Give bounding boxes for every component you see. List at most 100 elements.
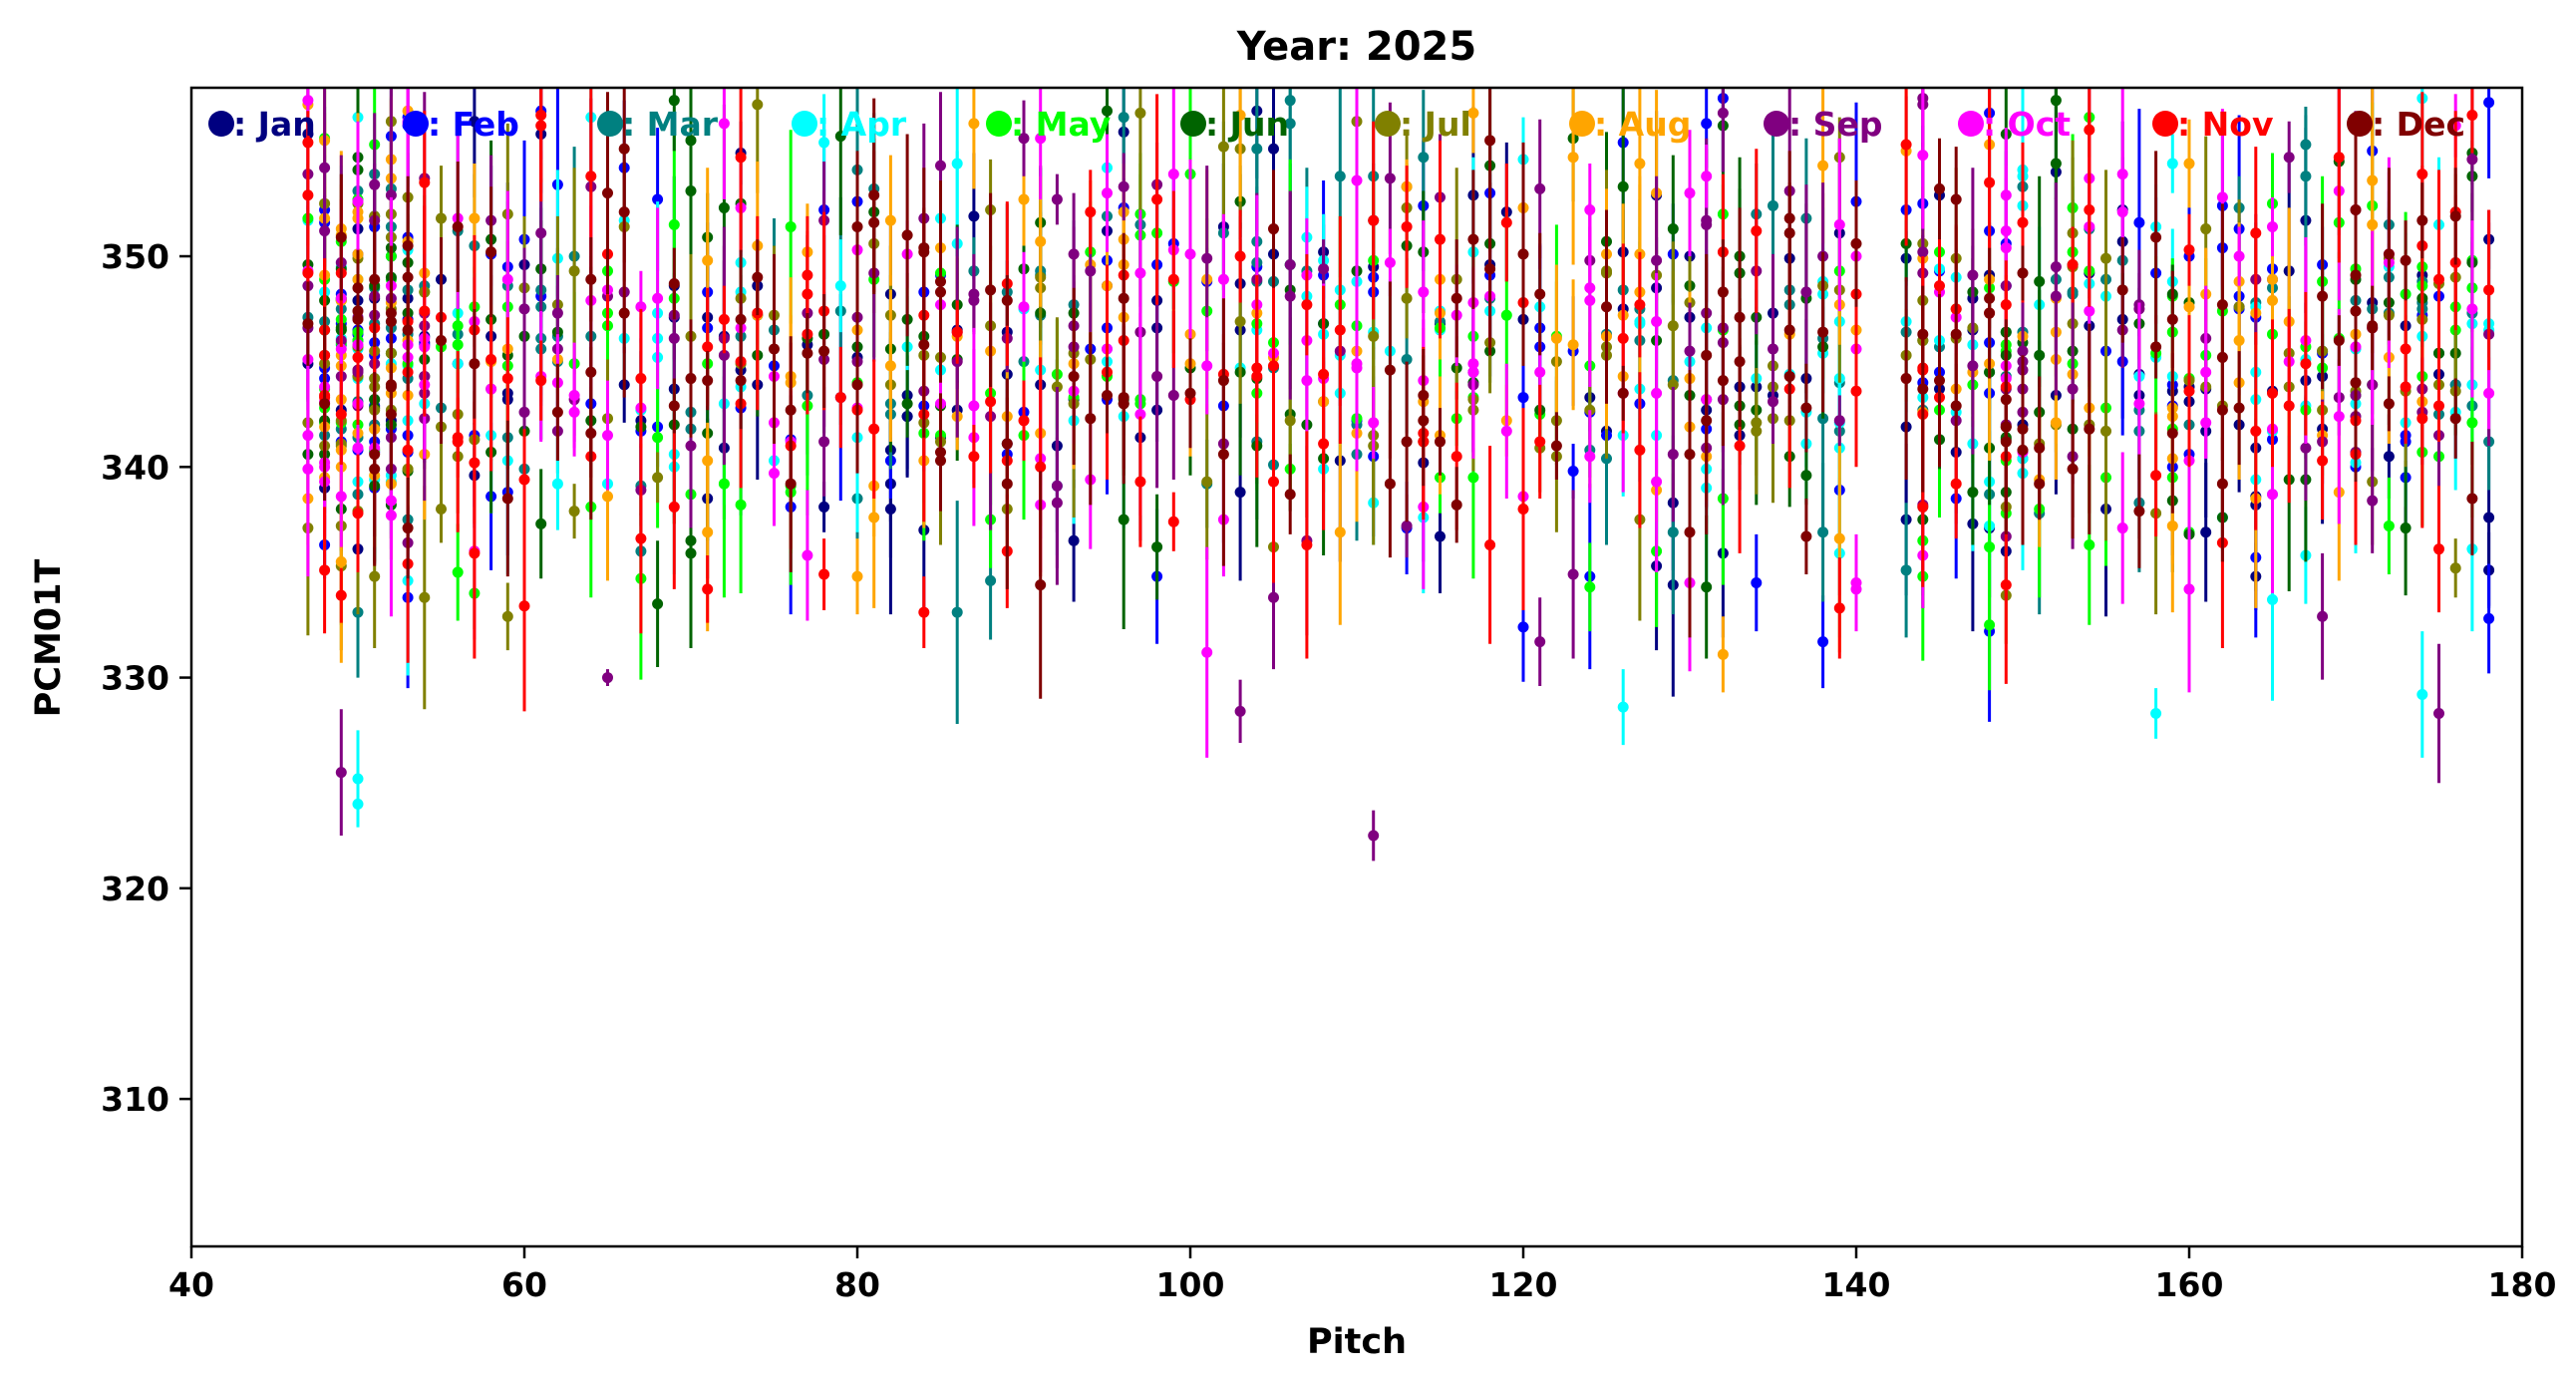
data-point: [602, 430, 613, 442]
data-point: [1118, 112, 1129, 124]
legend-marker: [597, 111, 623, 137]
data-point: [469, 212, 481, 224]
data-point: [568, 506, 580, 518]
data-point: [1917, 150, 1929, 162]
data-point: [1118, 292, 1129, 304]
data-point: [1800, 286, 1812, 298]
data-point: [1217, 141, 1229, 153]
data-point: [1817, 526, 1829, 538]
data-point: [302, 463, 314, 475]
legend-marker: [1958, 111, 1984, 137]
data-point: [402, 522, 414, 534]
legend-marker: [986, 111, 1012, 137]
data-point: [668, 218, 680, 230]
data-point: [1368, 417, 1380, 429]
data-point: [802, 549, 813, 561]
data-point: [469, 358, 481, 370]
data-point: [668, 277, 680, 289]
data-point: [1751, 576, 1763, 588]
data-point: [2216, 191, 2228, 203]
data-point: [2483, 387, 2495, 399]
data-point: [1318, 263, 1330, 275]
data-point: [1384, 478, 1396, 490]
data-point: [1751, 225, 1763, 237]
data-point: [1201, 646, 1213, 658]
data-point: [702, 341, 714, 353]
data-point: [1467, 472, 1479, 484]
data-point: [769, 343, 780, 355]
legend-label: : Apr: [816, 105, 907, 144]
legend-marker: [1180, 111, 1206, 137]
data-point: [518, 474, 530, 486]
data-point: [1450, 451, 1462, 463]
data-point: [2433, 543, 2444, 555]
data-point: [302, 189, 314, 201]
data-point: [2416, 688, 2428, 700]
data-point: [1950, 193, 1962, 205]
data-point: [1368, 214, 1380, 226]
data-point: [968, 210, 980, 222]
data-point: [2200, 223, 2212, 235]
data-point: [1833, 532, 1845, 544]
data-point: [352, 351, 364, 363]
data-point: [436, 504, 447, 516]
data-point: [785, 478, 797, 490]
data-point: [319, 398, 331, 410]
data-point: [834, 392, 846, 404]
data-point: [735, 499, 747, 511]
data-point: [1584, 581, 1596, 593]
data-point: [2183, 301, 2195, 313]
data-point: [968, 451, 980, 463]
data-point: [1783, 324, 1795, 336]
data-point: [518, 406, 530, 418]
data-point: [1217, 273, 1229, 285]
data-point: [618, 307, 630, 319]
data-point: [302, 267, 314, 279]
data-point: [868, 512, 880, 523]
data-point: [2067, 383, 2079, 395]
data-point: [436, 212, 447, 224]
data-point: [352, 773, 364, 785]
data-point: [2067, 258, 2079, 270]
data-point: [1268, 591, 1279, 603]
legend-label: : Sep: [1788, 105, 1882, 144]
data-point: [2034, 478, 2046, 490]
data-point: [1368, 330, 1380, 342]
data-point: [2183, 583, 2195, 595]
data-point: [1134, 267, 1146, 279]
data-point: [2333, 152, 2345, 164]
data-point: [1783, 370, 1795, 382]
data-point: [868, 216, 880, 228]
data-point: [2133, 398, 2145, 410]
data-point: [2449, 413, 2461, 425]
data-point: [2216, 299, 2228, 311]
data-point: [2267, 387, 2278, 399]
data-point: [1617, 180, 1629, 192]
data-point: [1102, 187, 1113, 199]
data-point: [1768, 343, 1778, 355]
data-point: [1684, 526, 1696, 538]
legend-label: : Jan: [233, 105, 316, 144]
data-point: [1850, 583, 1862, 595]
data-point: [2466, 154, 2478, 166]
data-point: [1301, 538, 1313, 550]
data-point: [2483, 284, 2495, 296]
data-point: [1984, 292, 1996, 304]
data-point: [385, 379, 397, 391]
data-point: [419, 591, 431, 603]
data-point: [1234, 109, 1246, 121]
data-point: [618, 206, 630, 218]
data-point: [1850, 385, 1862, 397]
data-point: [335, 555, 347, 567]
data-point: [702, 254, 714, 266]
data-point: [535, 518, 547, 529]
data-point: [2150, 470, 2162, 482]
data-point: [1917, 246, 1929, 258]
data-point: [2367, 495, 2379, 507]
data-point: [752, 99, 764, 111]
data-point: [2466, 493, 2478, 505]
data-point: [635, 301, 647, 313]
data-point: [1967, 269, 1979, 281]
